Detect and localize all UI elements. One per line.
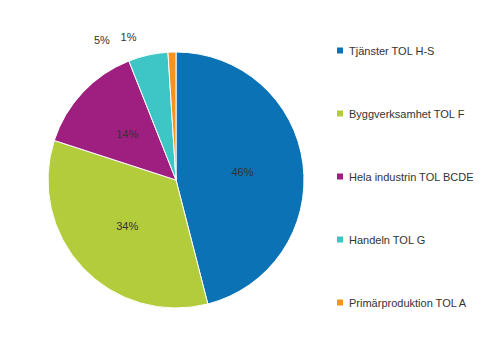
svg-text:Tjänster TOL H-S: Tjänster TOL H-S (349, 45, 434, 57)
svg-text:1%: 1% (121, 31, 137, 43)
svg-text:34%: 34% (116, 220, 138, 232)
svg-text:Hela industrin TOL BCDE: Hela industrin TOL BCDE (349, 171, 474, 183)
svg-text:5%: 5% (94, 34, 110, 46)
svg-text:Handeln TOL G: Handeln TOL G (349, 234, 425, 246)
svg-text:Byggverksamhet TOL F: Byggverksamhet TOL F (349, 108, 465, 120)
svg-text:46%: 46% (231, 166, 253, 178)
svg-text:Primärproduktion TOL A: Primärproduktion TOL A (349, 297, 467, 309)
svg-text:14%: 14% (116, 128, 138, 140)
